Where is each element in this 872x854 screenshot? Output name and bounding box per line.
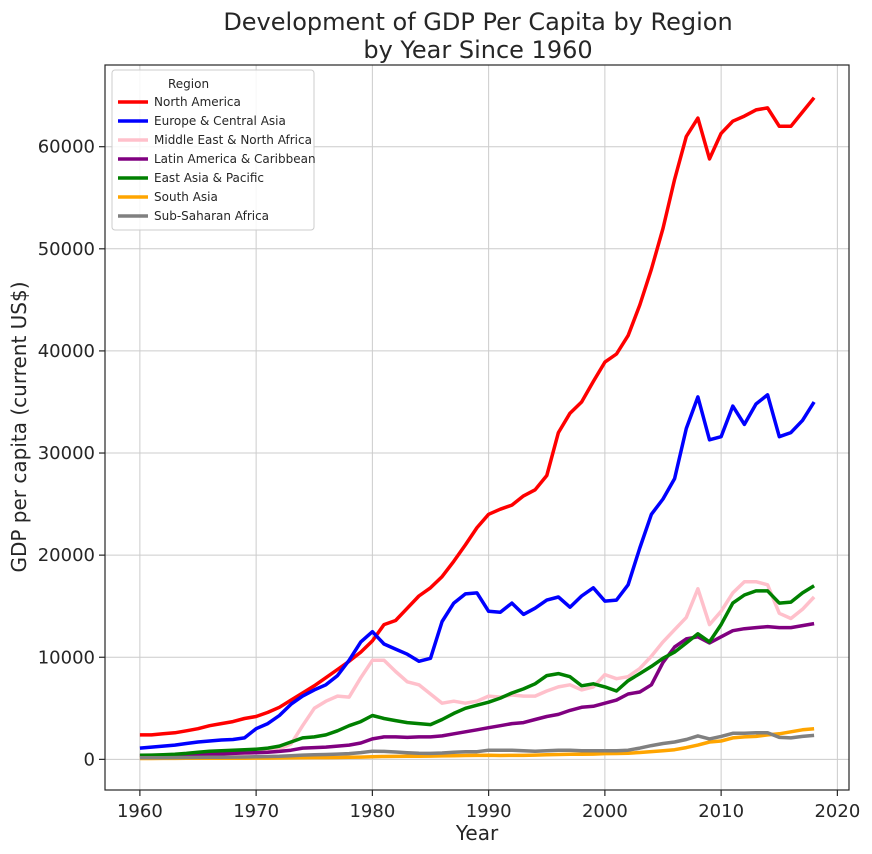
x-axis-label: Year	[455, 821, 499, 845]
legend-label-middle-east-north-africa: Middle East & North Africa	[154, 133, 312, 147]
x-tick-label: 2000	[582, 801, 628, 822]
legend-label-north-america: North America	[154, 95, 241, 109]
grid-lines	[105, 65, 849, 790]
y-tick-label: 60000	[38, 137, 95, 158]
legend-box	[111, 69, 315, 231]
legend-title: Region	[168, 77, 209, 91]
x-tick-label: 1960	[117, 801, 163, 822]
y-tick-label: 40000	[38, 341, 95, 362]
x-tick-label: 1980	[349, 801, 395, 822]
series-lines	[139, 96, 816, 761]
chart-title-line-2: by Year Since 1960	[363, 36, 592, 64]
legend: Region North America Europe & Central Asi…	[111, 69, 316, 231]
x-tick-label: 2010	[698, 801, 744, 822]
y-tick-label: 20000	[38, 545, 95, 566]
legend-label-europe-central-asia: Europe & Central Asia	[154, 114, 286, 128]
series-line-sub-saharan-africa	[139, 731, 815, 760]
series-line-europe-central-asia	[139, 393, 816, 750]
x-tick-label: 2020	[814, 801, 860, 822]
legend-label-latin-america-caribbean: Latin America & Caribbean	[154, 152, 316, 166]
x-tick-label: 1970	[233, 801, 279, 822]
y-tick-label: 50000	[38, 239, 95, 260]
y-axis-label: GDP per capita (current US$)	[7, 281, 31, 572]
series-line-latin-america-caribbean	[139, 621, 815, 758]
y-tick-label: 30000	[38, 443, 95, 464]
x-tick-label: 1990	[466, 801, 512, 822]
y-axis-ticks: 0 10000 20000 30000 40000 50000 60000	[38, 137, 105, 770]
plot-frame	[104, 64, 850, 791]
legend-label-south-asia: South Asia	[154, 190, 218, 204]
series-line-east-asia-pacific	[139, 584, 816, 758]
legend-label-east-asia-pacific: East Asia & Pacific	[154, 171, 264, 185]
y-tick-label: 10000	[38, 647, 95, 668]
legend-label-sub-saharan-africa: Sub-Saharan Africa	[154, 209, 269, 223]
x-axis-ticks: 1960 1970 1980 1990 2000 2010 2020	[117, 790, 860, 822]
chart-title-line-1: Development of GDP Per Capita by Region	[223, 8, 732, 36]
y-tick-label: 0	[84, 749, 95, 770]
series-line-north-america	[139, 96, 816, 737]
